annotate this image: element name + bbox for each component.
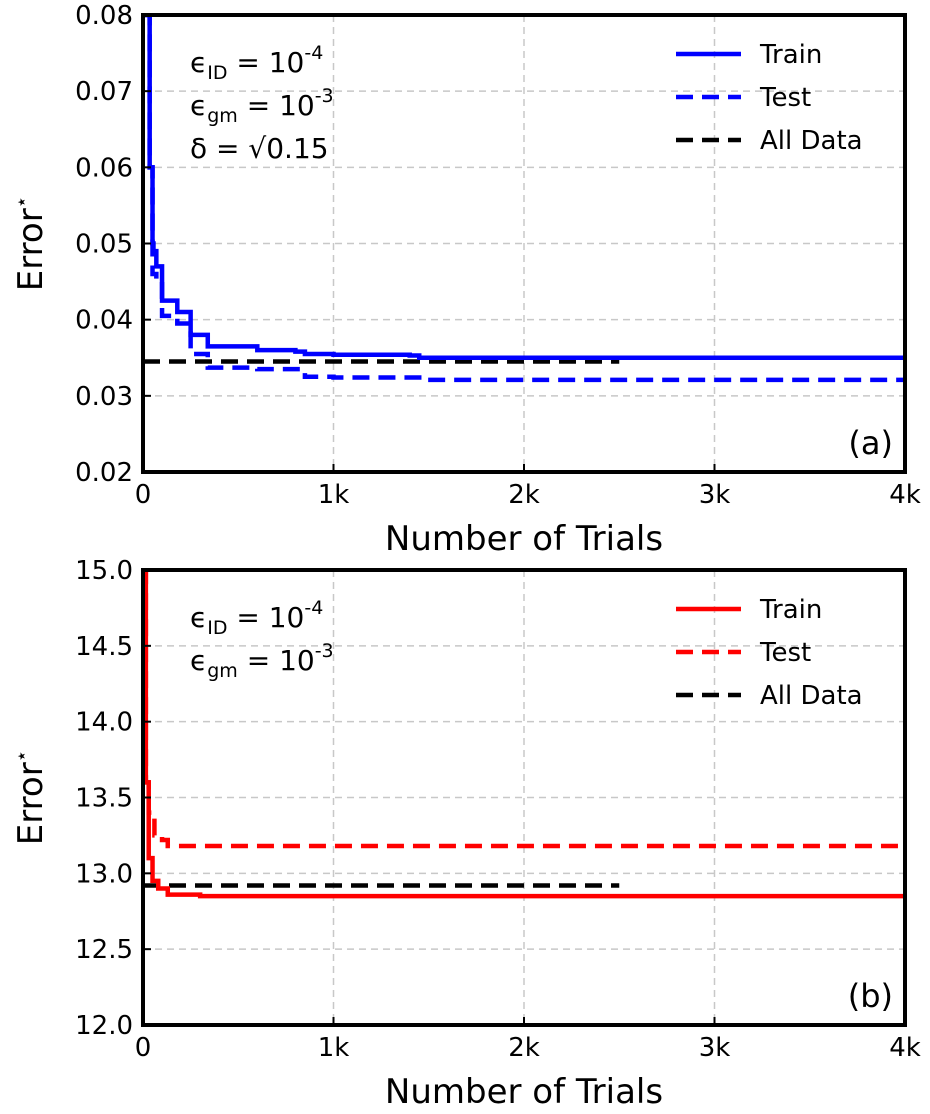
- y-tick-label: 12.5: [75, 935, 133, 965]
- y-axis-label: Error⋆: [9, 750, 51, 845]
- y-tick-label: 13.0: [75, 859, 133, 889]
- legend-label: Test: [759, 638, 811, 668]
- annotation-line: ϵgm = 10-3: [190, 640, 334, 682]
- y-tick-label: 0.07: [75, 77, 133, 107]
- y-axis-label: Error⋆: [9, 196, 51, 291]
- panel-label: (b): [848, 977, 893, 1015]
- panel-a: 0 1k 2k 3k 4k 0.02 0.03 0.04 0.05 0.06 0.07 0.08 Nu…: [9, 1, 921, 559]
- series-line-train: [143, 15, 905, 360]
- series-line-train: [143, 570, 905, 899]
- annotation-line: δ = √0.15: [190, 132, 329, 165]
- legend: Train Test All Data: [676, 40, 863, 156]
- panel-b: 0 1k 2k 3k 4k 12.0 12.5 13.0 13.5 14.0 14.5 15.0 Nu…: [9, 556, 921, 1112]
- x-tick-label: 4k: [889, 1033, 921, 1063]
- y-tick-label: 0.08: [75, 1, 133, 31]
- y-tick-label: 0.05: [75, 230, 133, 260]
- legend-label: All Data: [760, 681, 863, 711]
- y-tick-label: 14.5: [75, 632, 133, 662]
- y-tick-label: 0.02: [75, 458, 133, 488]
- legend-label: Test: [759, 83, 811, 113]
- legend: Train Test All Data: [676, 595, 863, 711]
- y-tick-label: 15.0: [75, 556, 133, 586]
- x-tick-label: 2k: [508, 480, 540, 510]
- x-tick-label: 0: [135, 1033, 152, 1063]
- y-tick-label: 14.0: [75, 708, 133, 738]
- y-tick-label: 12.0: [75, 1011, 133, 1041]
- x-axis-label: Number of Trials: [385, 1072, 663, 1112]
- series-line-test: [143, 15, 905, 383]
- x-tick-label: 3k: [699, 1033, 731, 1063]
- x-tick-label: 3k: [699, 480, 731, 510]
- annotation-line: ϵgm = 10-3: [190, 85, 334, 127]
- x-tick-label: 4k: [889, 480, 921, 510]
- legend-label: All Data: [760, 126, 863, 156]
- legend-label: Train: [759, 40, 822, 70]
- legend-label: Train: [759, 595, 822, 625]
- panel-label: (a): [848, 424, 893, 462]
- y-tick-label: 13.5: [75, 784, 133, 814]
- x-tick-label: 1k: [318, 1033, 350, 1063]
- y-tick-label: 0.06: [75, 153, 133, 183]
- x-tick-label: 0: [135, 480, 152, 510]
- annotation-line: ϵID = 10-4: [190, 597, 323, 639]
- x-tick-label: 1k: [318, 480, 350, 510]
- y-tick-label: 0.04: [75, 306, 133, 336]
- x-axis-label: Number of Trials: [385, 519, 663, 559]
- x-tick-label: 2k: [508, 1033, 540, 1063]
- y-tick-label: 0.03: [75, 382, 133, 412]
- annotation-line: ϵID = 10-4: [190, 42, 323, 84]
